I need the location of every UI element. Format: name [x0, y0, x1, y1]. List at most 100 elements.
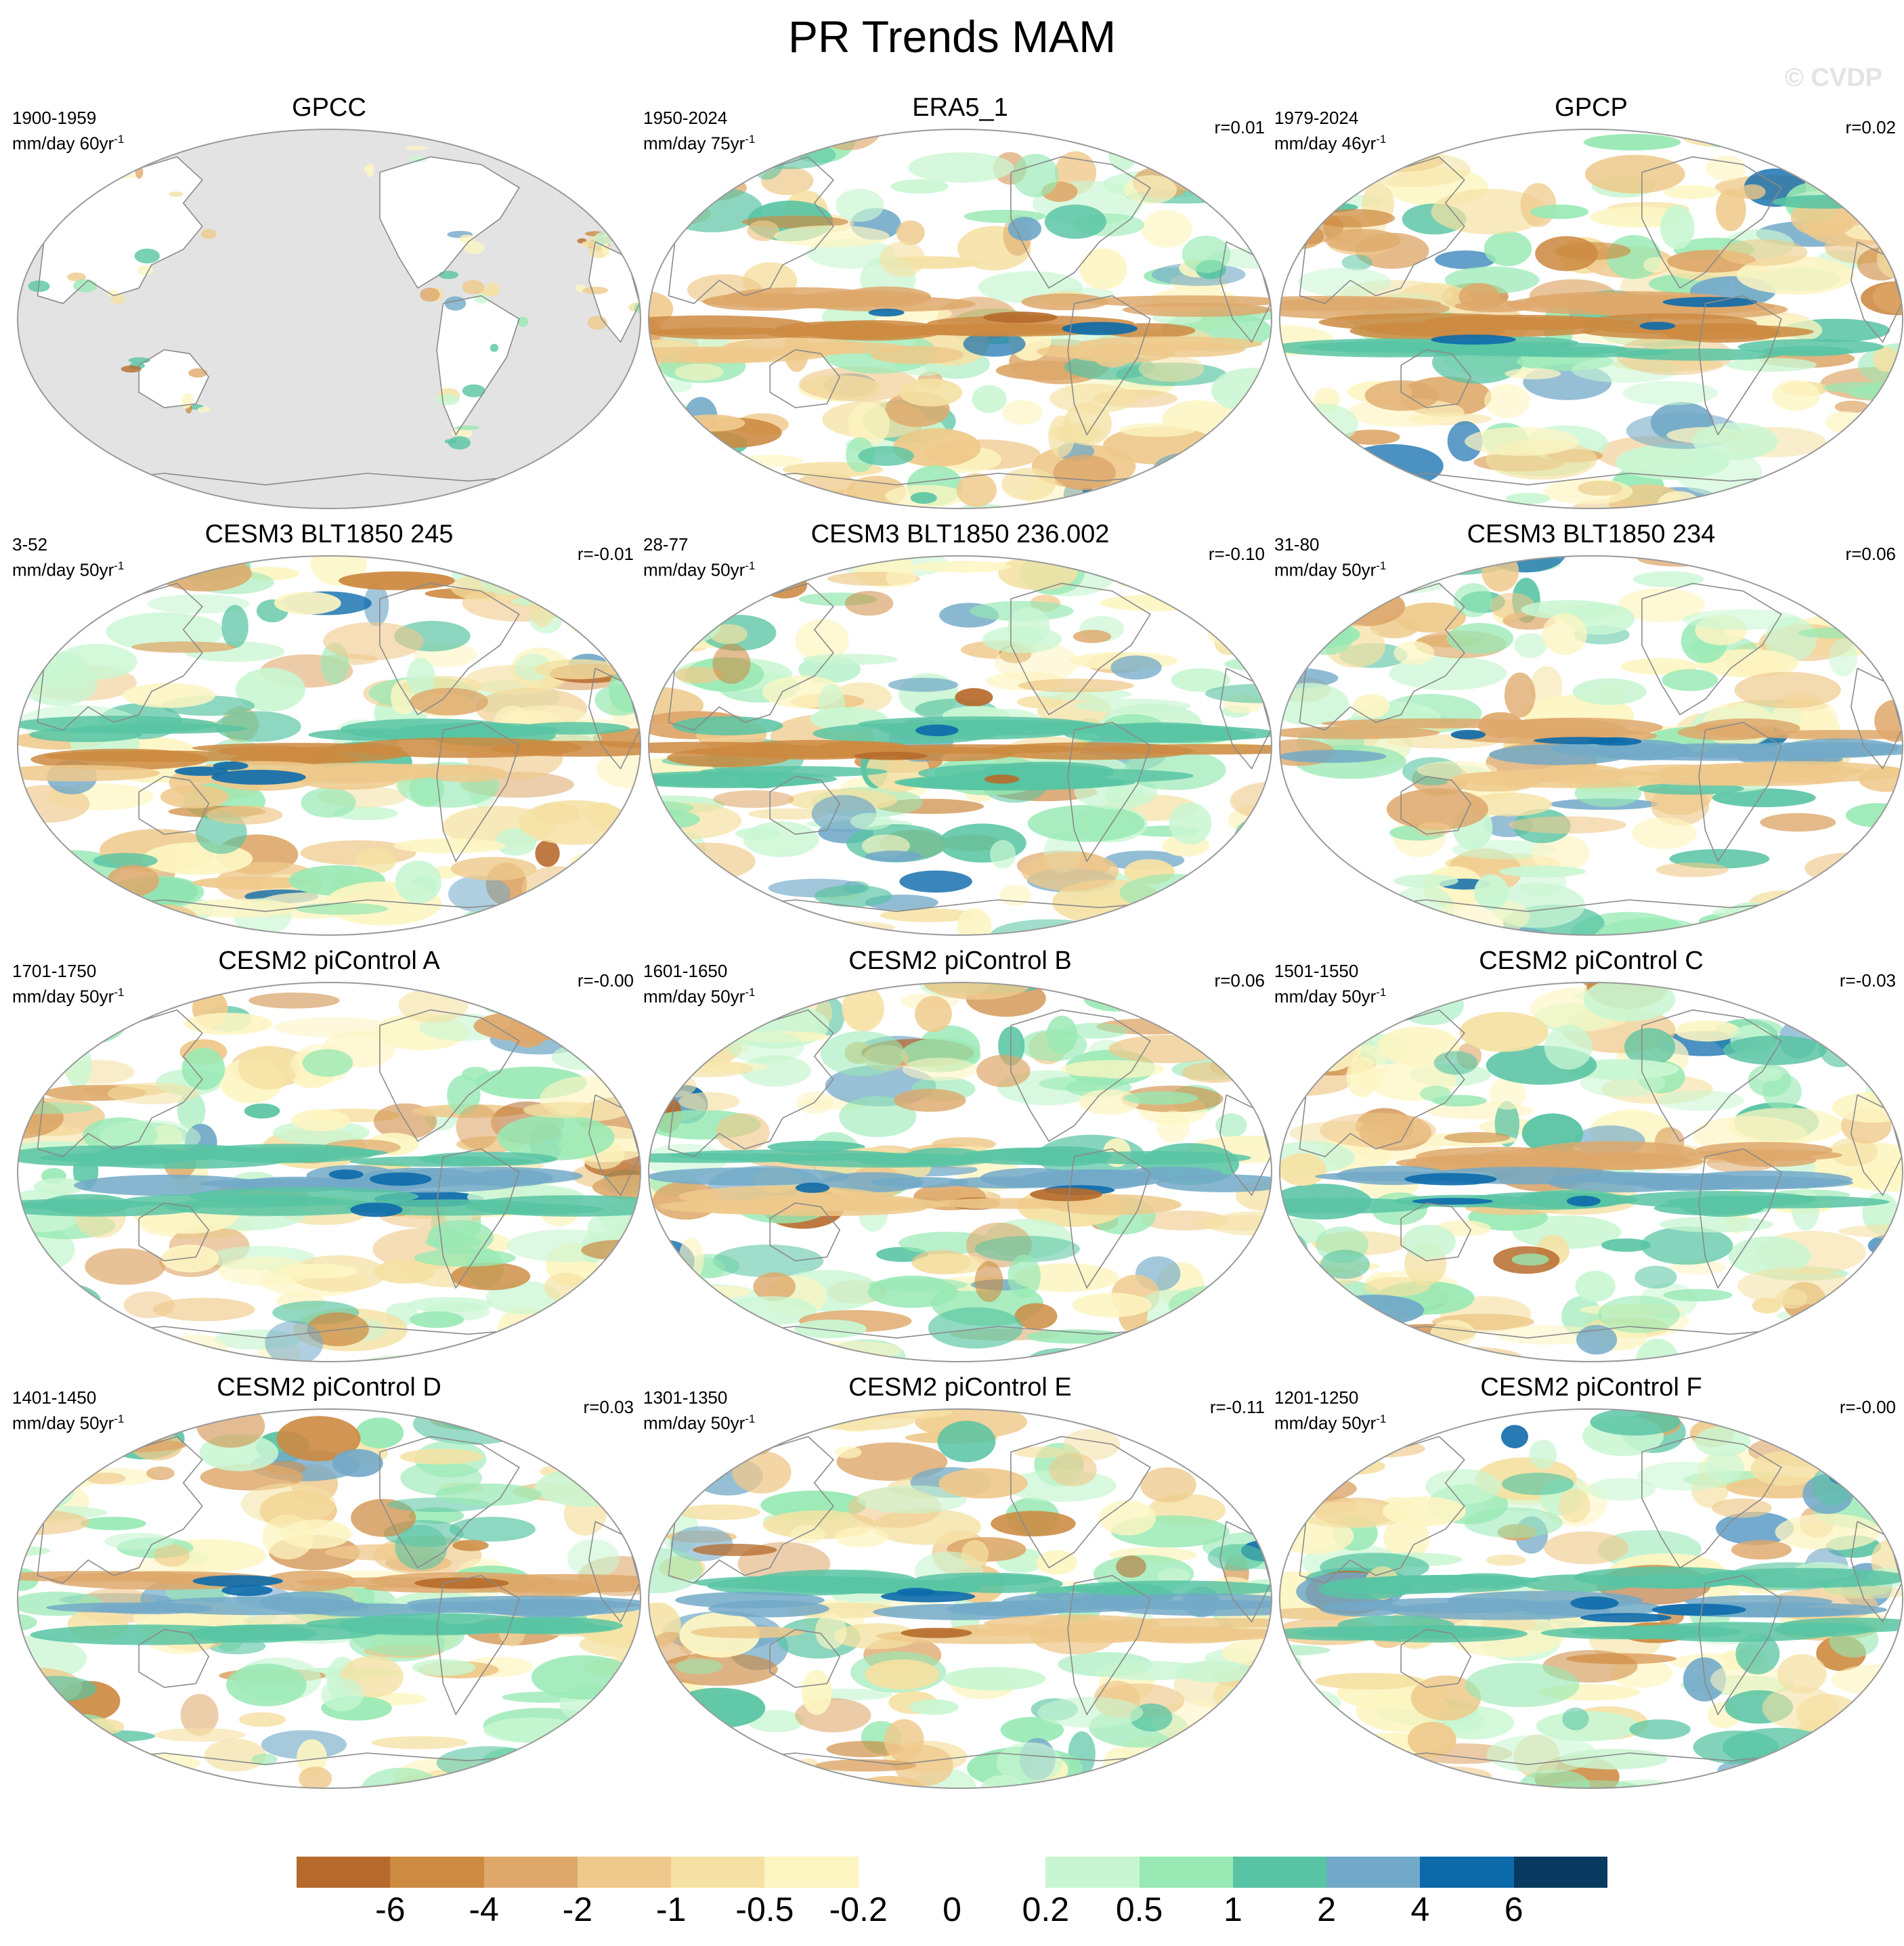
- coastline: [1067, 1574, 1151, 1716]
- trend-patch: [1484, 231, 1532, 267]
- trend-patch: [443, 1410, 528, 1432]
- panel-period: 1900-1959: [12, 108, 97, 128]
- tropical-band: [1697, 1567, 1903, 1588]
- pattern-correlation: r=0.02: [1845, 117, 1896, 137]
- trend-patch: [1572, 678, 1647, 706]
- pattern-correlation: r=-0.10: [1208, 544, 1265, 564]
- trend-patch: [406, 657, 435, 697]
- trend-patch: [485, 1002, 520, 1014]
- colorbar-swatch: [764, 1857, 859, 1888]
- units-exponent: -1: [1376, 559, 1387, 572]
- trend-patch: [858, 446, 914, 466]
- map-panel: CESM3 BLT1850 236.002 28-77 mm/day 50yr-1 r…: [643, 519, 1277, 945]
- tropical-band: [1490, 347, 1672, 358]
- tropical-band: [1737, 339, 1884, 355]
- panel-period: 1601-1650: [643, 961, 728, 981]
- trend-patch: [1283, 1451, 1330, 1473]
- tropical-band: [1442, 1573, 1527, 1589]
- units-base: mm/day 50yr: [1274, 559, 1377, 580]
- trend-patch: [460, 1409, 547, 1419]
- panel-title: CESM3 BLT1850 236.002: [810, 520, 1110, 548]
- trend-patch: [911, 561, 1011, 573]
- trend-patch: [896, 220, 925, 246]
- trend-patch: [754, 1339, 789, 1360]
- trend-patch: [129, 904, 199, 935]
- trend-patch: [295, 903, 388, 915]
- trend-patch: [938, 1468, 1028, 1499]
- tropical-band: [691, 1626, 804, 1639]
- trend-patch: [713, 790, 794, 808]
- trend-patch: [678, 414, 745, 432]
- tropical-band: [1528, 1152, 1704, 1170]
- trend-patch: [1383, 1516, 1430, 1561]
- trend-patch: [1637, 782, 1744, 795]
- trend-patch: [1632, 817, 1697, 849]
- trend-patch: [1049, 1453, 1097, 1487]
- tropical-band: [198, 1178, 375, 1189]
- trend-patch: [1465, 427, 1579, 456]
- coastline: [1067, 1148, 1151, 1289]
- trend-patch: [1099, 1500, 1156, 1536]
- trend-patch: [412, 1659, 476, 1676]
- trend-patch: [1014, 1303, 1058, 1330]
- trend-patch: [456, 1104, 500, 1150]
- trend-patch: [793, 1758, 823, 1788]
- map-outline: [648, 1408, 1272, 1789]
- colorbar-tick-label: 1: [1223, 1890, 1242, 1928]
- trend-patch: [678, 1091, 740, 1111]
- trend-patch: [18, 1614, 37, 1632]
- trend-patch: [1157, 1568, 1190, 1584]
- trend-patch: [438, 270, 459, 280]
- trend-patch: [857, 1485, 968, 1514]
- trend-patch: [18, 1417, 40, 1439]
- trend-patch: [511, 594, 618, 608]
- trend-patch: [1719, 239, 1808, 266]
- trend-patch: [1339, 1322, 1391, 1352]
- trend-patch: [65, 1043, 92, 1088]
- trend-patch: [1601, 1238, 1651, 1252]
- trend-patch: [1583, 982, 1676, 1022]
- intense-trend-core: [795, 1182, 830, 1193]
- tropical-band: [349, 1156, 534, 1167]
- trend-patch: [1234, 820, 1268, 857]
- trend-patch: [1280, 1153, 1327, 1186]
- tropical-band: [299, 1603, 450, 1617]
- trend-patch: [943, 1666, 1046, 1691]
- colorbar-swatch: [1420, 1857, 1515, 1888]
- trend-patch: [738, 454, 803, 467]
- trend-patch: [894, 1089, 966, 1112]
- tropical-band: [649, 741, 806, 754]
- trend-patch: [18, 1660, 38, 1686]
- trend-patch: [77, 1438, 187, 1452]
- trend-patch: [78, 993, 123, 1018]
- trend-patch: [1230, 781, 1272, 820]
- trend-patch: [982, 626, 1062, 653]
- map-panel: CESM2 piControl C 1501-1550 mm/day 50yr-1 r…: [1274, 945, 1904, 1372]
- trend-patch: [1280, 462, 1324, 498]
- trend-patch: [659, 982, 746, 1006]
- trend-patch: [1731, 1540, 1792, 1560]
- trend-patch: [240, 1483, 336, 1525]
- trend-patch: [131, 641, 236, 653]
- units-exponent: -1: [1376, 133, 1387, 146]
- trend-patch: [1393, 874, 1458, 888]
- intense-trend-core: [1450, 729, 1486, 739]
- trend-patch: [1880, 411, 1903, 425]
- trend-patch: [1663, 1289, 1733, 1301]
- tropical-band: [1057, 1151, 1251, 1165]
- trend-patch: [1501, 1425, 1528, 1448]
- trend-patch: [1554, 242, 1631, 260]
- units-exponent: -1: [745, 133, 756, 146]
- trend-patch: [509, 556, 593, 596]
- tropical-band: [264, 1570, 355, 1592]
- panel-title: CESM3 BLT1850 234: [1467, 520, 1716, 548]
- trend-patch: [39, 564, 119, 578]
- trend-patch: [226, 1664, 307, 1706]
- robinson-map: [17, 982, 641, 1362]
- trend-patch: [671, 1756, 741, 1788]
- trend-patch: [1314, 209, 1395, 228]
- trend-patch: [1514, 632, 1547, 658]
- trend-patch: [265, 1320, 324, 1362]
- panel-title: GPCP: [1555, 93, 1628, 122]
- land-data-region: [37, 156, 202, 304]
